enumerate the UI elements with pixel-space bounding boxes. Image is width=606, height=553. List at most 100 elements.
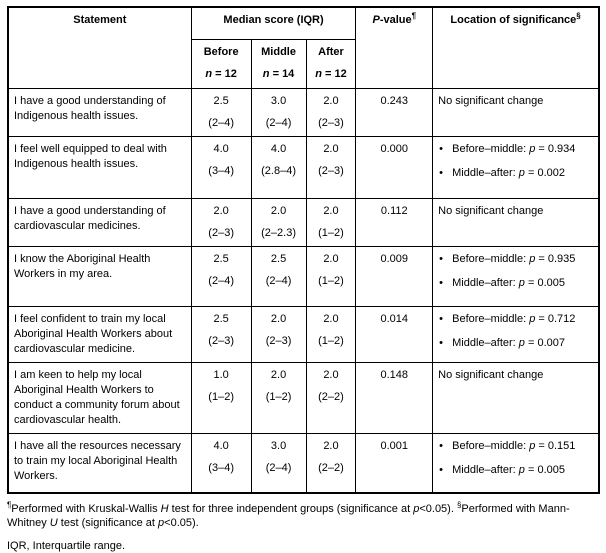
table-row: I have all the resources necessary to tr… (7, 432, 600, 494)
after-cell: 2.0 (1–2) (305, 245, 357, 307)
header-pvalue: P-value¶ (355, 6, 434, 89)
after-cell: 2.0 (2–2) (305, 432, 357, 494)
bullet-icon: • (439, 312, 443, 325)
iqr-value: (1–2) (318, 226, 344, 239)
bullet-icon: • (439, 439, 443, 452)
iqr-value: (2.8–4) (261, 164, 296, 177)
significance-bullet: • Before–middle: p = 0.934 (438, 142, 593, 157)
iqr-value: (1–2) (318, 334, 344, 347)
header-after: After n = 12 (305, 38, 357, 89)
after-cell: 2.0 (2–3) (305, 135, 357, 199)
iqr-value: (2–3) (208, 226, 234, 239)
subcol-n: n = 12 (205, 67, 237, 80)
pvalue-cell: 0.243 (355, 87, 434, 137)
median-value: 2.0 (323, 368, 339, 381)
median-value: 2.5 (213, 94, 229, 107)
location-cell: • Before–middle: p = 0.935 • Middle–after: … (432, 245, 600, 307)
location-cell: • Before–middle: p = 0.712 • Middle–after: … (432, 305, 600, 363)
median-value: 2.5 (213, 312, 229, 325)
iqr-value: (2–3) (318, 164, 344, 177)
statement-cell: I know the Aboriginal Health Workers in … (7, 245, 192, 307)
significance-bullet: • Before–middle: p = 0.712 (438, 312, 593, 327)
before-cell: 2.5 (2–4) (190, 87, 252, 137)
median-value: 2.0 (323, 142, 339, 155)
header-row-main: Statement Median score (IQR) P-value¶ Lo… (7, 6, 600, 89)
subcol-label: Middle (261, 45, 296, 58)
location-cell: No significant change (432, 87, 600, 137)
footnotes: ¶Performed with Kruskal-Wallis H test fo… (7, 500, 600, 553)
middle-cell: 4.0 (2.8–4) (250, 135, 307, 199)
iqr-value: (2–4) (265, 461, 292, 474)
iqr-value: (2–4) (208, 274, 234, 287)
iqr-value: (1–2) (318, 274, 344, 287)
subcol-label: Before (203, 45, 239, 58)
significance-text: Middle–after: p = 0.007 (452, 336, 565, 349)
statement-cell: I feel confident to train my local Abori… (7, 305, 192, 363)
header-median-score: Median score (IQR) (190, 6, 357, 40)
location-cell: No significant change (432, 197, 600, 247)
footnote-iqr-abbreviation: IQR, Interquartile range. (7, 540, 126, 552)
before-cell: 2.5 (2–4) (190, 245, 252, 307)
pvalue-cell: 0.148 (355, 361, 434, 434)
after-cell: 2.0 (2–2) (305, 361, 357, 434)
before-cell: 4.0 (3–4) (190, 135, 252, 199)
statement-cell: I have a good understanding of Indigenou… (7, 87, 192, 137)
significance-text: Before–middle: p = 0.712 (452, 312, 576, 325)
median-value: 3.0 (270, 439, 287, 452)
header-location-of-significance: Location of significance§ (432, 6, 600, 89)
iqr-value: (2–3) (265, 334, 292, 347)
iqr-value: (3–4) (208, 164, 234, 177)
subcol-label: After (318, 45, 344, 58)
subcol-n: n = 12 (315, 67, 347, 80)
median-value: 2.0 (270, 312, 287, 325)
before-cell: 2.0 (2–3) (190, 197, 252, 247)
before-cell: 2.5 (2–3) (190, 305, 252, 363)
pvalue-cell: 0.112 (355, 197, 434, 247)
header-statement: Statement (7, 6, 192, 89)
median-value: 2.0 (323, 252, 339, 265)
significance-bullet: • Middle–after: p = 0.005 (438, 276, 593, 291)
significance-text: Middle–after: p = 0.005 (452, 463, 565, 476)
significance-bullet: • Middle–after: p = 0.002 (438, 166, 593, 181)
bullet-icon: • (439, 276, 443, 289)
median-value: 2.0 (323, 94, 339, 107)
table-row: I feel well equipped to deal with Indige… (7, 135, 600, 199)
iqr-value: (2–3) (318, 116, 344, 129)
significance-bullet: • Before–middle: p = 0.935 (438, 252, 593, 267)
table-row: I have a good understanding of cardiovas… (7, 197, 600, 247)
header-before: Before n = 12 (190, 38, 252, 89)
before-cell: 4.0 (3–4) (190, 432, 252, 494)
statement-cell: I have all the resources necessary to tr… (7, 432, 192, 494)
middle-cell: 2.5 (2–4) (250, 245, 307, 307)
iqr-value: (3–4) (208, 461, 234, 474)
middle-cell: 2.0 (2–3) (250, 305, 307, 363)
median-value: 2.0 (323, 439, 339, 452)
middle-cell: 2.0 (1–2) (250, 361, 307, 434)
after-cell: 2.0 (1–2) (305, 305, 357, 363)
bullet-icon: • (439, 252, 443, 265)
middle-cell: 3.0 (2–4) (250, 432, 307, 494)
significance-text: Before–middle: p = 0.934 (452, 142, 576, 155)
median-value: 2.5 (270, 252, 287, 265)
median-value: 2.0 (270, 204, 287, 217)
middle-cell: 3.0 (2–4) (250, 87, 307, 137)
median-value: 4.0 (270, 142, 287, 155)
table-row: I know the Aboriginal Health Workers in … (7, 245, 600, 307)
footnote-tests: ¶Performed with Kruskal-Wallis H test fo… (7, 500, 570, 529)
bullet-icon: • (439, 166, 443, 179)
header-row-subcolumns: Before n = 12 Middle n = 14 After n = 12 (8, 38, 599, 89)
iqr-value: (2–4) (265, 274, 292, 287)
pvalue-cell: 0.001 (355, 432, 434, 494)
pvalue-cell: 0.009 (355, 245, 434, 307)
before-cell: 1.0 (1–2) (190, 361, 252, 434)
iqr-value: (2–4) (265, 116, 292, 129)
middle-cell: 2.0 (2–2.3) (250, 197, 307, 247)
median-value: 4.0 (213, 439, 229, 452)
bullet-icon: • (439, 336, 443, 349)
iqr-value: (1–2) (265, 390, 292, 403)
header-middle: Middle n = 14 (250, 38, 307, 89)
after-cell: 2.0 (2–3) (305, 87, 357, 137)
significance-bullet: • Middle–after: p = 0.007 (438, 336, 593, 351)
median-value: 2.0 (270, 368, 287, 381)
